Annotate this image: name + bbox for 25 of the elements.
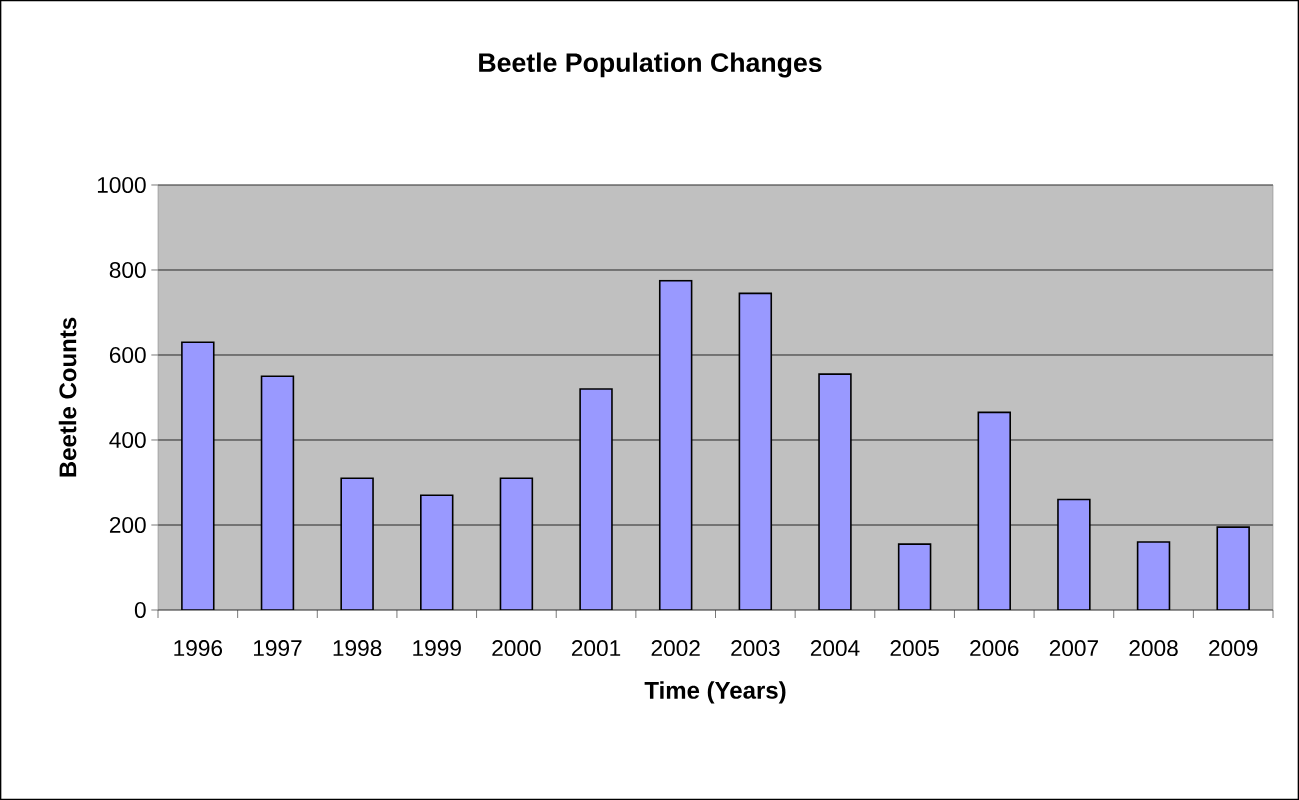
x-axis-title: Time (Years)	[644, 681, 786, 704]
y-tick-label: 400	[109, 431, 146, 449]
x-tick-label: 2009	[1209, 640, 1258, 657]
x-tick-label: 2006	[970, 640, 1019, 657]
y-tick-label: 800	[109, 261, 146, 279]
x-tick-label: 2004	[810, 640, 860, 657]
x-tick-label: 2003	[731, 640, 780, 657]
bar	[897, 543, 932, 610]
x-tick-label: 1997	[253, 640, 302, 657]
x-tick-label: 1998	[333, 640, 382, 657]
x-tick-label: 2001	[571, 640, 621, 657]
y-tick-label: 600	[109, 346, 146, 364]
y-tick-label: 200	[109, 516, 146, 534]
x-tick-label: 2005	[890, 640, 939, 657]
x-tick-label: 2000	[492, 640, 541, 657]
x-tick-label: 2008	[1129, 640, 1178, 657]
y-tick-label: 1000	[97, 176, 146, 194]
x-tick-label: 2002	[651, 640, 700, 657]
y-axis-title: Beetle Counts	[58, 317, 77, 477]
y-tick-label: 0	[134, 601, 146, 619]
x-tick-label: 2007	[1049, 640, 1098, 657]
bar	[1136, 541, 1171, 610]
chart-title: Beetle Population Changes	[479, 52, 822, 78]
x-tick-label: 1996	[174, 640, 223, 657]
x-tick-label: 1999	[413, 640, 461, 657]
